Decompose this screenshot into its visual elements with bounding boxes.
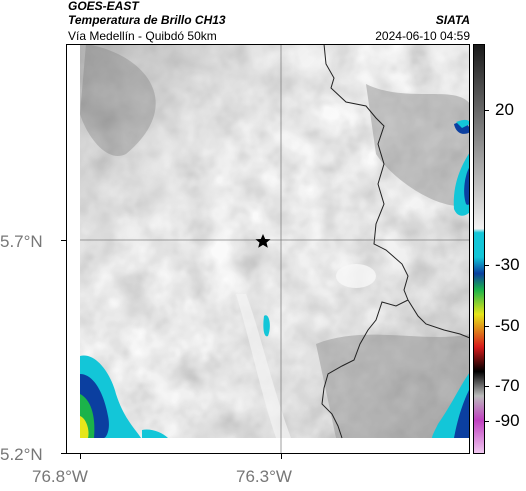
colorbar (473, 44, 485, 454)
colorbar-tick-20 (485, 110, 489, 111)
x-axis-label-76.3: 76.3°W (236, 467, 292, 486)
x-tick-76.3 (281, 454, 282, 459)
x-tick-76.8 (80, 454, 81, 459)
route-subtitle: Vía Medellín - Quibdó 50km (68, 29, 217, 43)
star-icon (255, 234, 271, 248)
org-label: SIATA (435, 13, 470, 27)
colorbar-tick-m70 (485, 386, 489, 387)
colorbar-label-20: 20 (495, 100, 514, 119)
colorbar-label-m90: -90 (495, 411, 520, 430)
colorbar-tick-m30 (485, 265, 489, 266)
department-border (321, 44, 470, 439)
datetime-label: 2024-06-10 04:59 (375, 29, 470, 43)
colorbar-tick-m50 (485, 326, 489, 327)
colorbar-label-m50: -50 (495, 316, 520, 335)
satellite-map (66, 44, 470, 454)
map-frame (66, 44, 470, 454)
y-axis-label-5.2: 5.2°N (0, 445, 43, 464)
y-axis-label-5.7: 5.7°N (0, 232, 43, 251)
product-title: Temperatura de Brillo CH13 (68, 13, 226, 27)
y-tick-5.2 (61, 453, 66, 454)
satellite-title: GOES-EAST (68, 0, 139, 13)
colorbar-label-m30: -30 (495, 255, 520, 274)
y-tick-5.7 (61, 240, 66, 241)
x-axis-label-76.8: 76.8°W (32, 467, 88, 486)
colorbar-tick-m90 (485, 421, 489, 422)
cold-cloud-tops (80, 119, 470, 438)
colorbar-label-m70: -70 (495, 376, 520, 395)
